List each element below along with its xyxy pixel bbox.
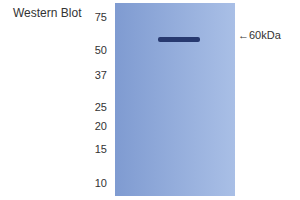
svg-text:25: 25 <box>95 101 107 113</box>
svg-text:50: 50 <box>95 44 107 56</box>
svg-text:Western Blot: Western Blot <box>13 6 82 20</box>
svg-text:←60kDa: ←60kDa <box>238 29 282 41</box>
svg-text:75: 75 <box>95 11 107 23</box>
svg-text:15: 15 <box>95 143 107 155</box>
svg-text:37: 37 <box>95 69 107 81</box>
svg-text:10: 10 <box>95 177 107 189</box>
svg-text:20: 20 <box>95 120 107 132</box>
